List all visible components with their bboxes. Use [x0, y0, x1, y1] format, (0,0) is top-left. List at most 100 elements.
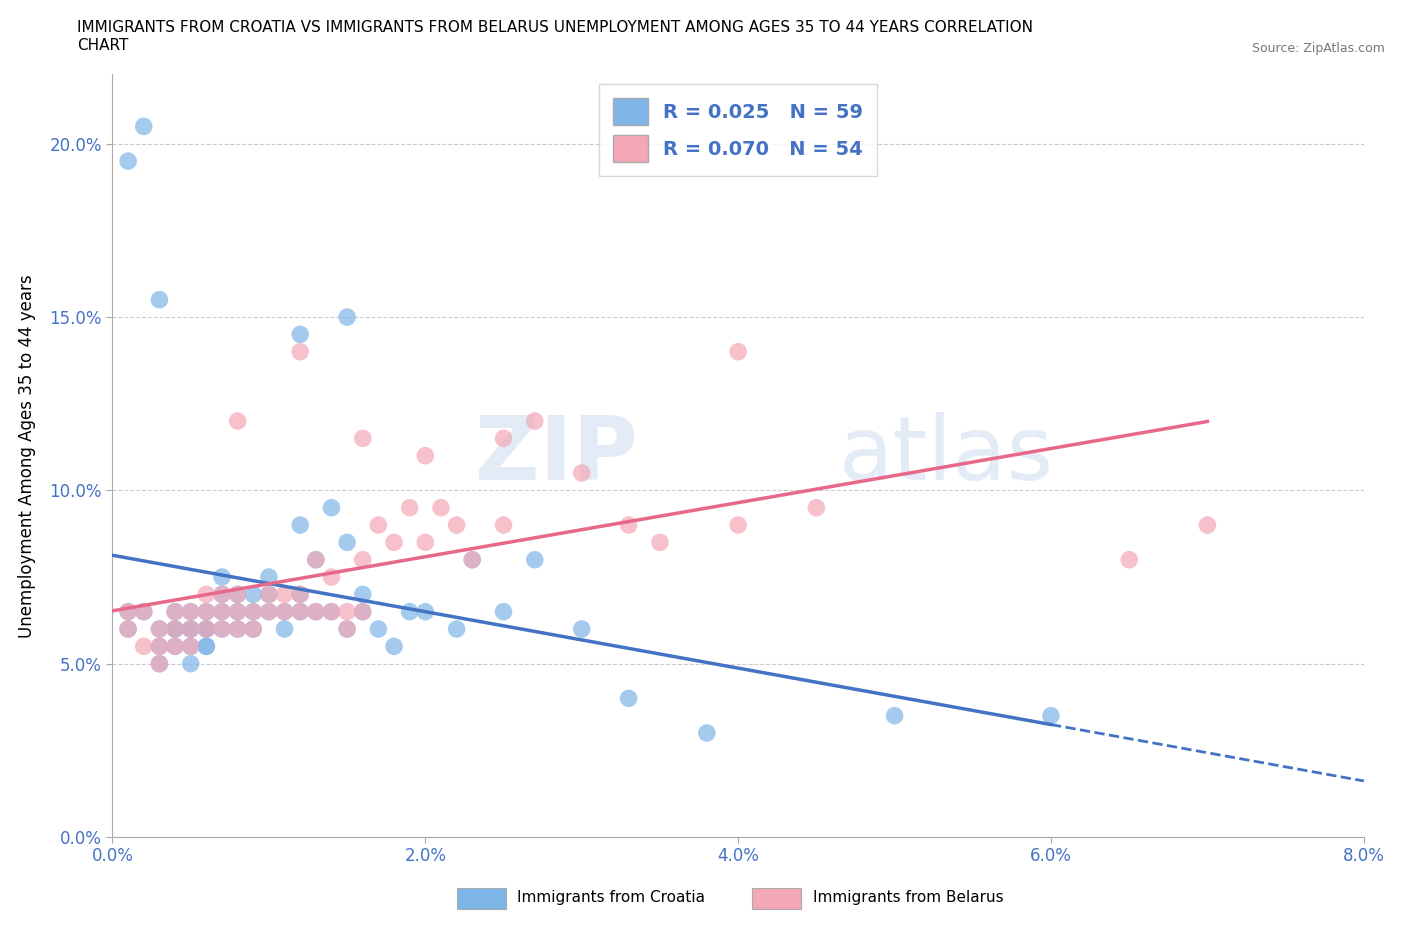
- Point: [806, 500, 828, 515]
- Point: [727, 518, 749, 533]
- Point: [132, 639, 155, 654]
- Point: [180, 639, 202, 654]
- Point: [148, 292, 170, 307]
- Point: [257, 604, 280, 619]
- Point: [242, 621, 264, 636]
- Point: [226, 604, 249, 619]
- Point: [523, 414, 546, 429]
- Point: [382, 639, 405, 654]
- Point: [148, 621, 170, 636]
- Point: [398, 604, 420, 619]
- Point: [117, 604, 139, 619]
- Point: [195, 604, 218, 619]
- Point: [367, 518, 389, 533]
- Point: [1039, 709, 1063, 724]
- Point: [382, 535, 405, 550]
- Point: [132, 604, 155, 619]
- Point: [148, 657, 170, 671]
- Point: [305, 604, 328, 619]
- Point: [132, 119, 155, 134]
- Text: ZIP: ZIP: [475, 412, 638, 499]
- Point: [163, 621, 186, 636]
- Point: [180, 639, 202, 654]
- Point: [727, 344, 749, 359]
- Point: [336, 621, 359, 636]
- Point: [352, 431, 374, 445]
- Point: [211, 569, 233, 584]
- Point: [1197, 518, 1219, 533]
- Point: [413, 604, 436, 619]
- Point: [180, 604, 202, 619]
- Point: [321, 604, 343, 619]
- Point: [242, 604, 264, 619]
- Point: [273, 604, 295, 619]
- Text: Source: ZipAtlas.com: Source: ZipAtlas.com: [1251, 42, 1385, 55]
- Point: [226, 414, 249, 429]
- Point: [290, 604, 312, 619]
- Text: Immigrants from Croatia: Immigrants from Croatia: [517, 890, 706, 905]
- Point: [492, 604, 515, 619]
- Point: [336, 621, 359, 636]
- Point: [117, 621, 139, 636]
- Point: [257, 604, 280, 619]
- Point: [226, 604, 249, 619]
- Legend: R = 0.025   N = 59, R = 0.070   N = 54: R = 0.025 N = 59, R = 0.070 N = 54: [599, 84, 877, 176]
- Point: [163, 621, 186, 636]
- Point: [461, 552, 484, 567]
- Point: [398, 500, 420, 515]
- Point: [492, 431, 515, 445]
- Point: [163, 621, 186, 636]
- Point: [336, 604, 359, 619]
- Point: [290, 587, 312, 602]
- Point: [180, 621, 202, 636]
- Point: [290, 518, 312, 533]
- Point: [242, 604, 264, 619]
- Point: [180, 657, 202, 671]
- Point: [696, 725, 718, 740]
- Point: [617, 518, 640, 533]
- Point: [195, 639, 218, 654]
- Point: [257, 569, 280, 584]
- Point: [117, 621, 139, 636]
- Point: [195, 604, 218, 619]
- Point: [195, 621, 218, 636]
- Point: [148, 639, 170, 654]
- Point: [163, 604, 186, 619]
- Text: atlas: atlas: [838, 412, 1053, 499]
- Point: [211, 587, 233, 602]
- Point: [180, 621, 202, 636]
- Point: [352, 604, 374, 619]
- Point: [492, 518, 515, 533]
- Point: [367, 621, 389, 636]
- Point: [648, 535, 671, 550]
- Point: [352, 604, 374, 619]
- Point: [117, 604, 139, 619]
- Point: [352, 587, 374, 602]
- Point: [571, 466, 593, 481]
- Point: [257, 587, 280, 602]
- Point: [446, 518, 468, 533]
- Point: [195, 587, 218, 602]
- Point: [242, 621, 264, 636]
- Point: [195, 621, 218, 636]
- Point: [180, 604, 202, 619]
- Point: [352, 552, 374, 567]
- Point: [883, 709, 905, 724]
- Point: [148, 657, 170, 671]
- Point: [163, 639, 186, 654]
- Point: [461, 552, 484, 567]
- Point: [290, 604, 312, 619]
- Point: [571, 621, 593, 636]
- Point: [226, 621, 249, 636]
- Y-axis label: Unemployment Among Ages 35 to 44 years: Unemployment Among Ages 35 to 44 years: [18, 274, 35, 637]
- Point: [305, 552, 328, 567]
- Text: Immigrants from Belarus: Immigrants from Belarus: [813, 890, 1004, 905]
- Point: [1118, 552, 1140, 567]
- Point: [430, 500, 453, 515]
- Point: [163, 639, 186, 654]
- Point: [290, 587, 312, 602]
- Point: [523, 552, 546, 567]
- Point: [305, 604, 328, 619]
- Point: [148, 639, 170, 654]
- Text: IMMIGRANTS FROM CROATIA VS IMMIGRANTS FROM BELARUS UNEMPLOYMENT AMONG AGES 35 TO: IMMIGRANTS FROM CROATIA VS IMMIGRANTS FR…: [77, 20, 1033, 53]
